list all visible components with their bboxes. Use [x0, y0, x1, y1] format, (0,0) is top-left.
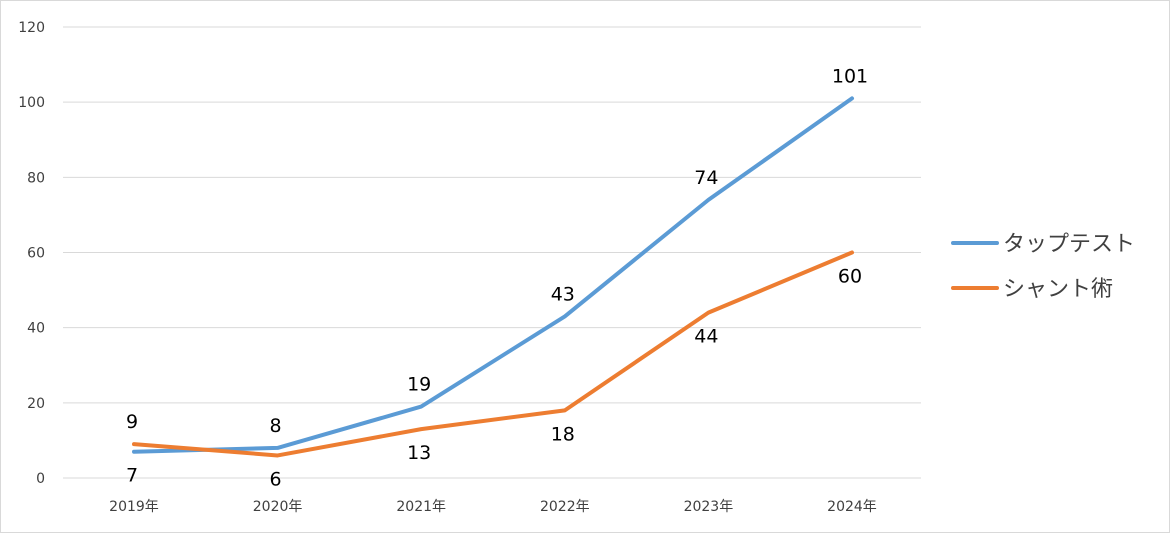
y-tick-label: 100 [18, 95, 45, 111]
data-label-series-2: 9 [126, 411, 138, 433]
series-lines [132, 96, 854, 458]
data-label-series-1: 43 [551, 283, 575, 305]
data-label-series-1: 74 [694, 167, 718, 189]
legend-label: タップテスト [1003, 232, 1135, 257]
x-tick-label: 2021年 [396, 499, 446, 515]
y-tick-label: 80 [27, 170, 45, 186]
gridlines [63, 26, 921, 479]
y-tick-label: 40 [27, 321, 45, 337]
y-axis: 0 20 40 60 80 100 120 [18, 20, 45, 487]
data-label-series-1: 7 [126, 465, 138, 487]
series-line-1 [132, 96, 854, 454]
data-labels: 7 9 8 6 19 13 43 18 74 44 101 60 [126, 65, 868, 490]
y-tick-label: 20 [27, 396, 45, 412]
x-tick-label: 2019年 [109, 499, 159, 515]
legend-label: シャント術 [1003, 277, 1113, 302]
y-tick-label: 60 [27, 246, 45, 262]
x-tick-label: 2024年 [827, 499, 877, 515]
x-tick-label: 2020年 [253, 499, 303, 515]
y-tick-label: 0 [36, 471, 45, 487]
series-line-2 [132, 250, 854, 458]
data-label-series-2: 44 [694, 326, 718, 348]
y-tick-label: 120 [18, 20, 45, 36]
x-axis: 2019年 2020年 2021年 2022年 2023年 2024年 [109, 499, 877, 515]
data-label-series-1: 8 [270, 415, 282, 437]
data-label-series-1: 101 [832, 65, 868, 87]
data-label-series-2: 13 [407, 442, 431, 464]
data-label-series-1: 19 [407, 374, 431, 396]
data-label-series-2: 18 [551, 423, 575, 445]
data-label-series-2: 6 [270, 468, 282, 490]
data-label-series-2: 60 [838, 266, 862, 288]
x-tick-label: 2023年 [684, 499, 734, 515]
x-tick-label: 2022年 [540, 499, 590, 515]
